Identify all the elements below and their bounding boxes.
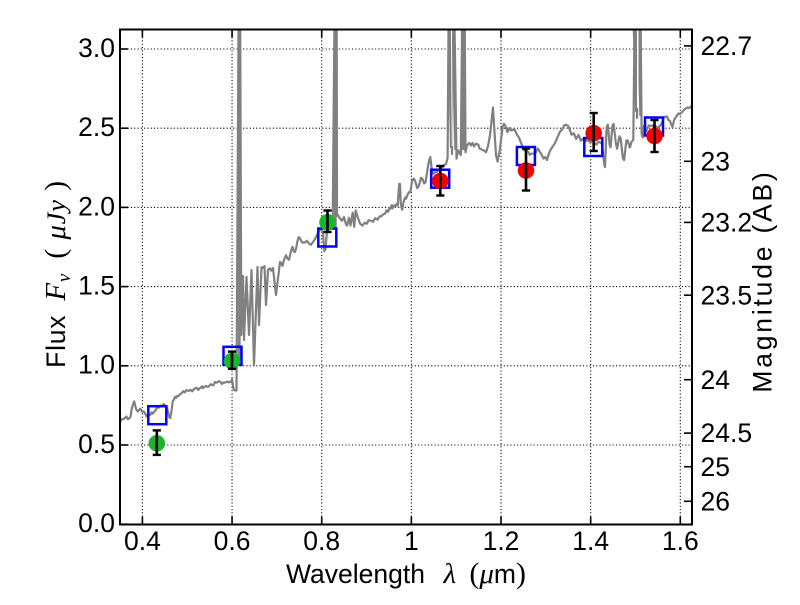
svg-text:Magnitude (AB): Magnitude (AB)	[748, 169, 778, 392]
svg-text:3.0: 3.0	[78, 33, 115, 63]
svg-text:1.6: 1.6	[662, 526, 699, 556]
svg-text:Wavelength λ (μm): Wavelength λ (μm)	[286, 557, 526, 590]
svg-text:0.0: 0.0	[78, 508, 115, 538]
svg-text:23.2: 23.2	[701, 208, 753, 238]
svg-text:0.5: 0.5	[78, 429, 115, 459]
svg-text:25: 25	[701, 452, 730, 482]
svg-text:2.0: 2.0	[78, 191, 115, 221]
svg-text:23: 23	[701, 146, 730, 176]
svg-text:2.5: 2.5	[78, 112, 115, 142]
svg-text:1.2: 1.2	[483, 526, 520, 556]
svg-text:1.0: 1.0	[78, 350, 115, 380]
svg-text:0.4: 0.4	[124, 526, 161, 556]
svg-text:1: 1	[404, 526, 419, 556]
svg-text:22.7: 22.7	[701, 31, 753, 61]
svg-text:1.5: 1.5	[78, 271, 115, 301]
svg-text:24.5: 24.5	[701, 418, 753, 448]
svg-text:24: 24	[701, 365, 730, 395]
svg-text:23.5: 23.5	[701, 280, 753, 310]
svg-text:1.4: 1.4	[572, 526, 609, 556]
svg-text:26: 26	[701, 486, 730, 516]
svg-text:0.8: 0.8	[303, 526, 340, 556]
svg-text:Flux Fν ( μJy ): Flux Fν ( μJy )	[39, 180, 75, 368]
svg-text:0.6: 0.6	[214, 526, 251, 556]
